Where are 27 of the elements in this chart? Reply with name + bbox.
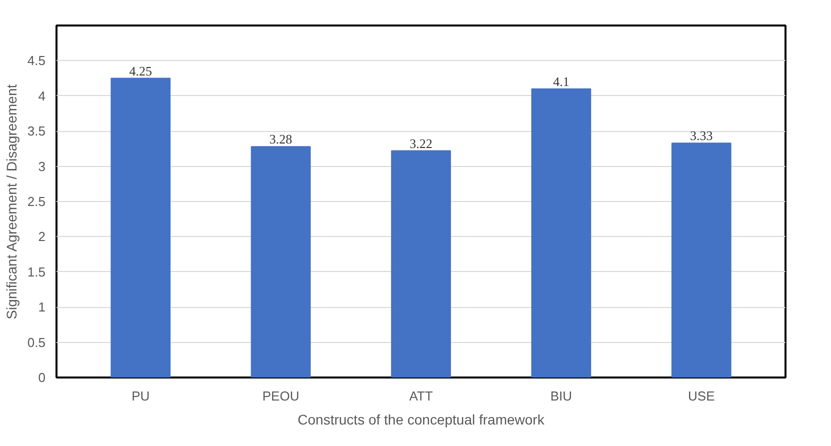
y-tick-label: 3.5 [27,124,46,139]
bar [250,146,311,378]
bar [531,88,592,378]
y-tick-label: 3 [38,158,46,174]
y-tick-label: 0.5 [27,334,46,350]
y-tick-label: 4.5 [27,53,46,68]
y-tick-label: 0 [38,370,46,385]
data-label: 3.33 [690,128,713,144]
x-tick-label: BIU [550,388,572,404]
y-tick-label: 1 [38,300,46,315]
y-axis-title: Significant Agreement / Disagreement [3,84,20,320]
data-label: 4.1 [553,74,570,89]
y-tick-label: 2.5 [27,194,46,209]
bar [110,78,171,378]
y-tick-label: 2 [38,229,46,244]
x-tick-label: ATT [409,388,433,404]
y-tick-label: 4 [38,88,46,104]
y-tick-label: 1.5 [27,264,46,280]
x-tick-label: PU [132,388,150,404]
bar [671,142,732,378]
bar [391,150,451,378]
x-tick-label: PEOU [262,388,300,404]
x-tick-label: USE [688,388,716,404]
data-label: 4.25 [129,63,152,78]
data-label: 3.22 [410,136,432,151]
x-axis-title: Constructs of the conceptual framework [298,412,546,428]
data-label: 3.28 [269,132,292,147]
